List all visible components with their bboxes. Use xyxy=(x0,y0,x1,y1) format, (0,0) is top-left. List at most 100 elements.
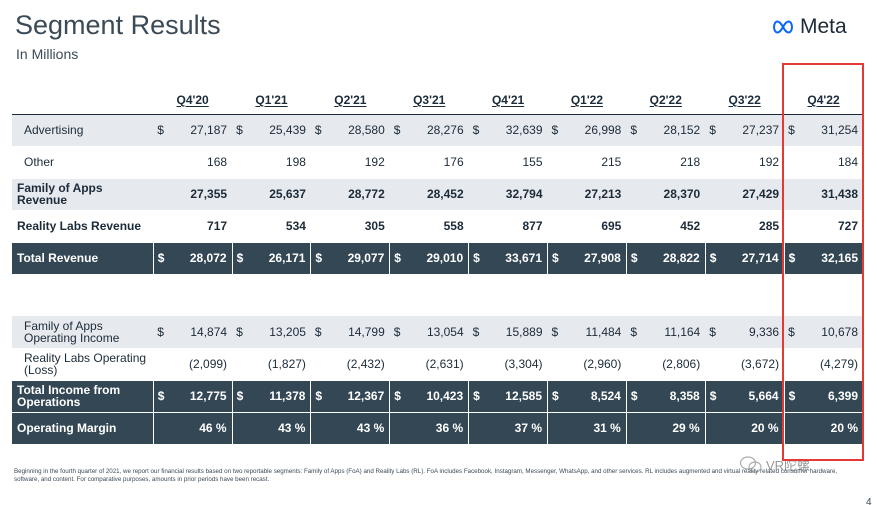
table-cell: (4,279) xyxy=(784,347,863,380)
table-cell: 695 xyxy=(547,209,627,242)
cell-value: 20 % xyxy=(830,421,858,436)
cell-value: (2,806) xyxy=(662,357,701,371)
column-header-label: Q1'22 xyxy=(570,92,604,107)
cell-value: 305 xyxy=(364,219,385,233)
table-row: Family of Apps Operating Income $14,874 $1… xyxy=(12,316,863,348)
cell-value: 10,678 xyxy=(821,324,858,339)
table-cell: 198 xyxy=(232,145,311,178)
table-cell: 32,794 xyxy=(468,177,548,210)
table-cell: 25,637 xyxy=(232,177,311,210)
cell-value: 717 xyxy=(207,219,228,233)
table-cell: $28,822 xyxy=(625,241,706,274)
table-row: Total Income from Operations $12,775 $11,3… xyxy=(12,379,863,412)
table-cell: $33,671 xyxy=(468,241,548,274)
currency-symbol: $ xyxy=(630,389,638,403)
cell-value: 27,355 xyxy=(190,187,228,201)
column-header: Q4'22 xyxy=(784,86,863,115)
cell-value: 25,439 xyxy=(269,123,306,137)
currency-symbol: $ xyxy=(552,251,559,266)
cell-value: 33,671 xyxy=(505,251,542,266)
table-cell: $28,152 xyxy=(626,114,706,146)
cell-value: 168 xyxy=(207,155,228,169)
cell-value: 12,585 xyxy=(505,389,542,403)
cell-value: 26,171 xyxy=(268,251,306,266)
cell-value: 10,423 xyxy=(426,389,464,403)
column-header: Q3'22 xyxy=(705,86,785,115)
table-cell: $27,237 xyxy=(705,114,785,146)
currency-symbol: $ xyxy=(552,389,559,403)
cell-value: 32,794 xyxy=(505,187,543,201)
table-cell: 27,355 xyxy=(153,177,233,210)
column-header: Q4'21 xyxy=(468,86,548,115)
table-cell: $31,254 xyxy=(784,114,863,146)
page-title: Segment Results xyxy=(15,10,221,40)
cell-value: (3,672) xyxy=(741,357,780,371)
cell-value: 32,165 xyxy=(821,251,858,266)
table-cell: 46 % xyxy=(152,411,233,444)
table-row: Other 168 198 192 176 155 215 218 192 184 xyxy=(12,145,863,178)
cell-value: 534 xyxy=(285,219,306,233)
table-cell: $11,378 xyxy=(231,379,311,412)
header-row: Q4'20 Q1'21 Q2'21 Q3'21 Q4'21 Q1'22 Q2'22 Q3'22… xyxy=(12,86,863,115)
currency-symbol: $ xyxy=(157,251,165,266)
footnote: Beginning in the fourth quarter of 2021,… xyxy=(14,468,838,483)
table-cell: 717 xyxy=(153,209,233,242)
currency-symbol: $ xyxy=(472,123,480,137)
cell-value: 285 xyxy=(759,219,780,233)
meta-wordmark: Meta xyxy=(800,15,847,38)
column-header-label: Q2'21 xyxy=(334,92,367,107)
currency-symbol: $ xyxy=(314,123,322,137)
currency-symbol: $ xyxy=(236,251,244,266)
cell-value: 27,714 xyxy=(741,251,779,266)
column-header: Q4'20 xyxy=(153,86,233,115)
column-header-label: Q3'22 xyxy=(728,92,761,107)
table-cell: 36 % xyxy=(389,411,469,444)
cell-value: 218 xyxy=(680,155,701,169)
table-cell: $32,639 xyxy=(468,114,548,146)
cell-value: (2,960) xyxy=(583,357,622,371)
table-cell: 27,429 xyxy=(705,177,785,210)
table-cell: (2,432) xyxy=(310,347,390,380)
cell-value: 37 % xyxy=(514,421,542,436)
table-cell: 452 xyxy=(626,209,706,242)
table-cell: 534 xyxy=(232,209,311,242)
cell-value: 28,152 xyxy=(663,123,701,137)
currency-symbol: $ xyxy=(709,123,716,137)
currency-symbol: $ xyxy=(473,389,480,403)
cell-value: 28,822 xyxy=(663,251,700,266)
currency-symbol: $ xyxy=(630,324,638,339)
table-cell: $12,367 xyxy=(310,379,390,412)
watermark: VR陀螺 xyxy=(740,455,810,474)
table-cell: 305 xyxy=(310,209,390,242)
spacer-cell xyxy=(12,274,863,316)
column-header: Q2'22 xyxy=(626,86,706,115)
page-subtitle: In Millions xyxy=(16,46,79,62)
table-cell: 558 xyxy=(389,209,469,242)
column-header-label: Q4'20 xyxy=(176,92,209,107)
table-cell: $9,336 xyxy=(705,316,785,348)
table-cell: $5,664 xyxy=(704,379,785,412)
table-cell: $10,423 xyxy=(389,379,469,412)
table-cell: 192 xyxy=(705,145,785,178)
table-cell: 285 xyxy=(705,209,785,242)
table-cell: 31,438 xyxy=(784,177,863,210)
currency-symbol: $ xyxy=(157,324,164,339)
cell-value: 6,399 xyxy=(827,389,858,403)
table-cell: $29,077 xyxy=(310,241,390,274)
table-cell: $25,439 xyxy=(232,114,311,146)
cell-value: (3,304) xyxy=(504,357,543,371)
cell-value: (2,099) xyxy=(189,357,228,371)
cell-value: 27,237 xyxy=(742,123,780,137)
table-cell: (2,960) xyxy=(547,347,627,380)
table-cell: $26,998 xyxy=(547,114,627,146)
cell-value: 27,908 xyxy=(584,251,621,266)
cell-value: 13,205 xyxy=(269,324,306,339)
row-label: Family of Apps Operating Income xyxy=(12,316,154,348)
cell-value: 192 xyxy=(364,155,385,169)
table-cell: (3,672) xyxy=(705,347,785,380)
currency-symbol: $ xyxy=(314,324,322,339)
table-cell: (2,631) xyxy=(389,347,469,380)
cell-value: 558 xyxy=(443,219,464,233)
table-cell: 43 % xyxy=(231,411,311,444)
cell-value: 46 % xyxy=(199,421,227,436)
